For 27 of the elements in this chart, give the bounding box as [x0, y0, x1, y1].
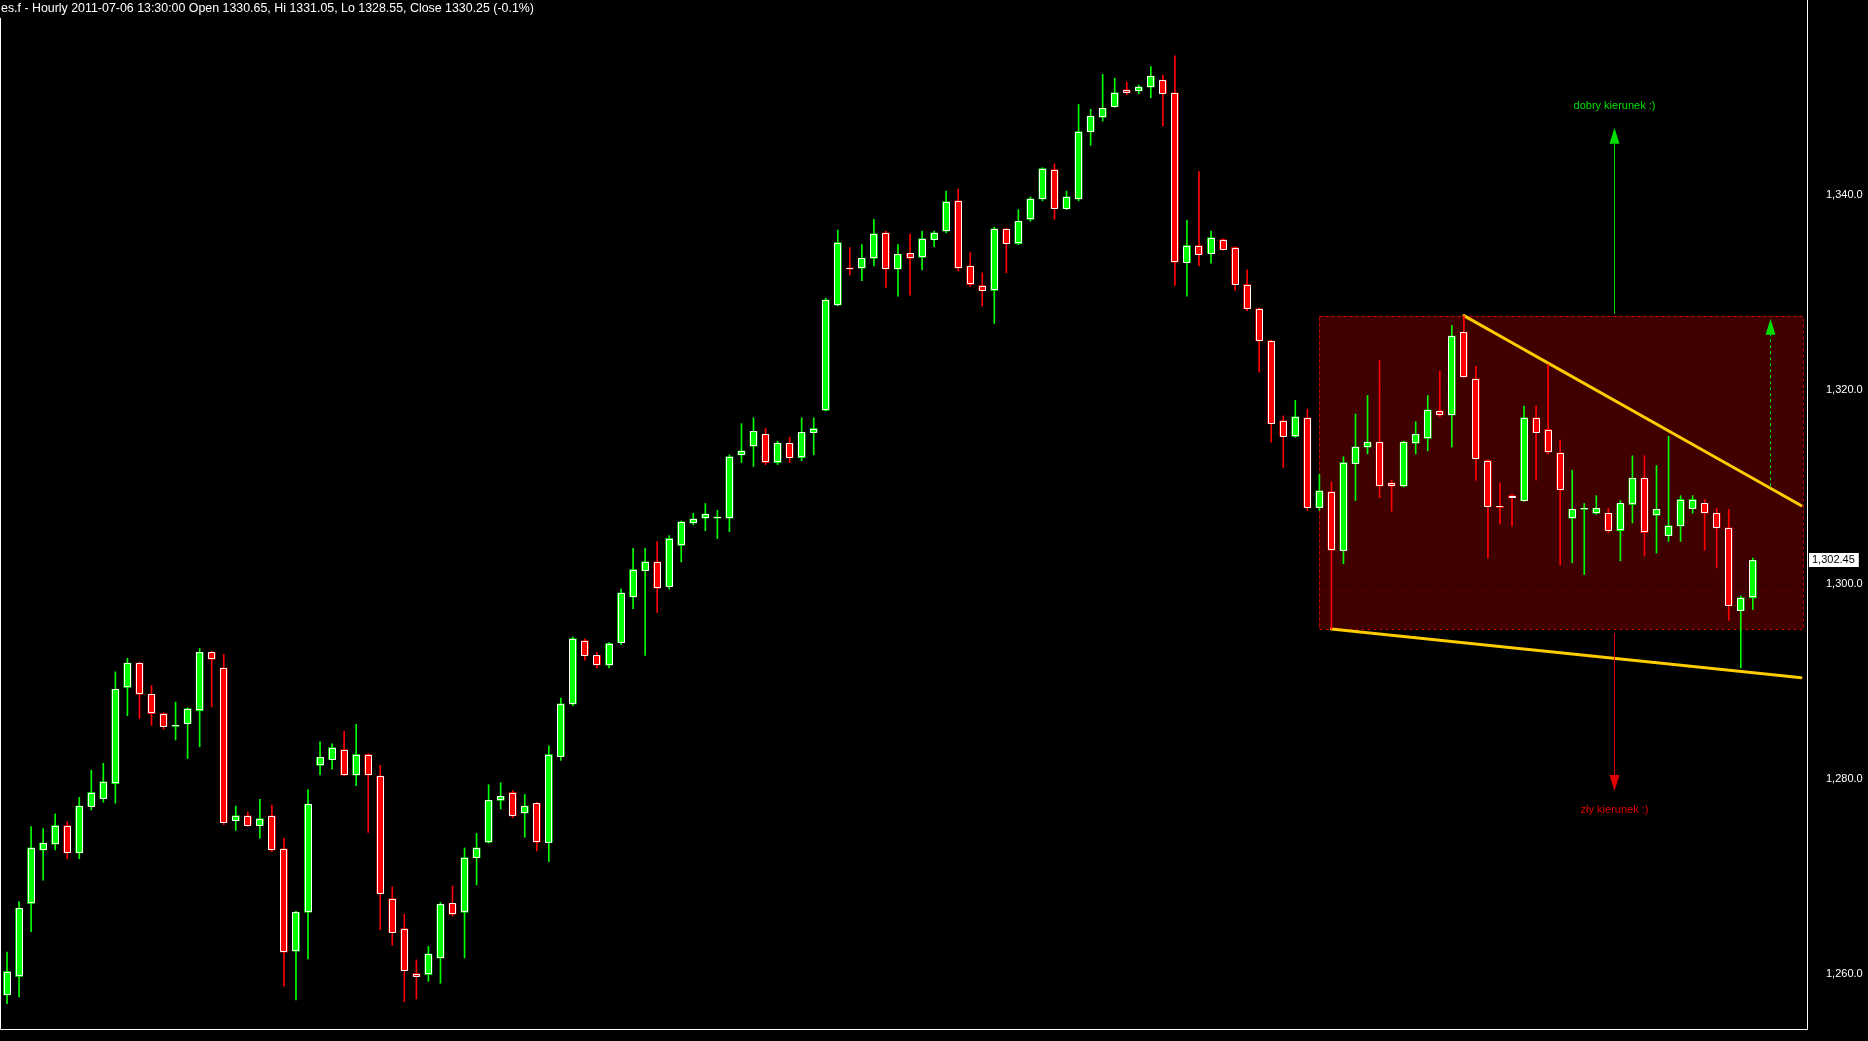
- candlestick: [906, 233, 914, 296]
- candlestick: [520, 794, 529, 838]
- y-tick-label: 1,260.0: [1826, 966, 1863, 979]
- candlestick: [1532, 405, 1540, 481]
- y-tick-label: 1,340.0: [1826, 188, 1863, 201]
- candlestick: [39, 828, 47, 881]
- y-tick-label: 1,320.0: [1826, 382, 1863, 395]
- annotation: zły kierunek :): [1580, 803, 1649, 816]
- chart-title: es.f - Hourly 2011-07-06 13:30:00 Open 1330.65, Hi 1331.05, Lo 1328.55, Close 1330.25 (-0.1%): [1, 0, 534, 15]
- candlestick: [809, 417, 818, 456]
- candlestick: [1508, 493, 1516, 527]
- y-tick-label: 1,300.0: [1826, 577, 1863, 590]
- annotation: dobry kierunek :): [1573, 98, 1656, 111]
- candlestick: [1435, 370, 1444, 418]
- candlestick: [978, 272, 987, 307]
- candlestick: [641, 547, 649, 656]
- candlestick: [1568, 470, 1577, 564]
- text: 1,302.45: [1812, 553, 1855, 566]
- candlestick: [1195, 171, 1203, 267]
- candlestick: [1736, 595, 1745, 669]
- candlestick: [1183, 219, 1191, 297]
- candlestick: [256, 799, 264, 839]
- candlestick: [1712, 508, 1721, 569]
- candlestick: [207, 651, 216, 708]
- candlestick: [1122, 81, 1131, 96]
- candlestick: [231, 805, 240, 831]
- y-tick-label: 1,280.0: [1826, 771, 1863, 784]
